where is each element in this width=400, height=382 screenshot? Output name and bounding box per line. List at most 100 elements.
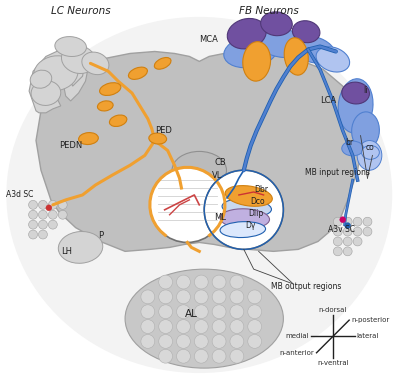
Circle shape — [176, 335, 190, 348]
Text: MB input regions: MB input regions — [305, 168, 370, 177]
Ellipse shape — [291, 36, 335, 63]
Circle shape — [38, 220, 47, 229]
Circle shape — [48, 220, 57, 229]
Text: VL: VL — [212, 171, 222, 180]
Circle shape — [248, 320, 262, 333]
Ellipse shape — [259, 30, 308, 58]
Circle shape — [38, 210, 47, 219]
Ellipse shape — [172, 151, 226, 189]
Ellipse shape — [338, 79, 373, 133]
Circle shape — [204, 170, 283, 249]
Circle shape — [343, 237, 352, 246]
Circle shape — [230, 320, 244, 333]
Circle shape — [176, 275, 190, 289]
Ellipse shape — [62, 45, 96, 73]
Circle shape — [159, 290, 172, 304]
Circle shape — [176, 320, 190, 333]
Ellipse shape — [82, 52, 109, 74]
Circle shape — [28, 210, 38, 219]
Ellipse shape — [227, 18, 266, 49]
Text: Dco: Dco — [251, 197, 265, 206]
Text: PEDN: PEDN — [59, 141, 82, 151]
Circle shape — [333, 227, 342, 236]
Circle shape — [363, 217, 372, 226]
Text: li: li — [364, 86, 368, 95]
Ellipse shape — [128, 67, 148, 79]
Circle shape — [248, 290, 262, 304]
Text: n-posterior: n-posterior — [351, 317, 390, 323]
Circle shape — [212, 335, 226, 348]
Ellipse shape — [362, 146, 379, 159]
Text: br: br — [346, 139, 354, 147]
Circle shape — [333, 237, 342, 246]
Text: A3v SC: A3v SC — [328, 225, 355, 233]
Circle shape — [38, 230, 47, 239]
Circle shape — [230, 335, 244, 348]
Circle shape — [194, 305, 208, 319]
Circle shape — [230, 349, 244, 363]
Circle shape — [141, 305, 155, 319]
Text: lateral: lateral — [356, 333, 379, 340]
Circle shape — [333, 247, 342, 256]
Circle shape — [340, 217, 346, 223]
Circle shape — [159, 349, 172, 363]
Ellipse shape — [225, 186, 272, 206]
Text: PED: PED — [155, 126, 172, 134]
Ellipse shape — [352, 112, 379, 149]
Ellipse shape — [125, 269, 283, 368]
Circle shape — [58, 201, 67, 209]
Text: ML: ML — [214, 213, 226, 222]
Ellipse shape — [154, 58, 171, 69]
Circle shape — [212, 349, 226, 363]
Ellipse shape — [243, 42, 270, 81]
Circle shape — [159, 275, 172, 289]
Circle shape — [28, 230, 38, 239]
Ellipse shape — [342, 141, 364, 156]
Text: CB: CB — [214, 158, 226, 167]
Ellipse shape — [316, 47, 350, 72]
Circle shape — [150, 167, 225, 243]
Text: MCA: MCA — [199, 35, 218, 44]
Text: AL: AL — [184, 309, 197, 319]
Circle shape — [194, 275, 208, 289]
Circle shape — [176, 290, 190, 304]
Circle shape — [48, 201, 57, 209]
Ellipse shape — [98, 101, 113, 111]
Ellipse shape — [284, 38, 308, 75]
Circle shape — [28, 201, 38, 209]
Ellipse shape — [220, 209, 270, 229]
Circle shape — [176, 349, 190, 363]
Text: LCA: LCA — [320, 96, 336, 105]
Circle shape — [353, 227, 362, 236]
Ellipse shape — [31, 81, 61, 105]
Circle shape — [141, 320, 155, 333]
Ellipse shape — [55, 37, 86, 57]
Text: LC Neurons: LC Neurons — [51, 6, 110, 16]
Text: A3d SC: A3d SC — [6, 190, 34, 199]
Circle shape — [212, 290, 226, 304]
Circle shape — [345, 223, 351, 228]
Ellipse shape — [100, 83, 121, 96]
Polygon shape — [36, 52, 362, 251]
Ellipse shape — [357, 141, 382, 170]
Text: medial: medial — [286, 333, 309, 340]
Circle shape — [159, 305, 172, 319]
Circle shape — [194, 349, 208, 363]
Text: co: co — [366, 143, 374, 152]
Circle shape — [343, 247, 352, 256]
Circle shape — [353, 237, 362, 246]
Circle shape — [46, 205, 52, 211]
Circle shape — [176, 305, 190, 319]
Circle shape — [159, 335, 172, 348]
Circle shape — [212, 320, 226, 333]
Circle shape — [333, 217, 342, 226]
Ellipse shape — [34, 56, 78, 91]
Circle shape — [194, 320, 208, 333]
Circle shape — [248, 335, 262, 348]
Text: Dγ: Dγ — [245, 221, 255, 230]
Circle shape — [194, 335, 208, 348]
Circle shape — [141, 290, 155, 304]
Circle shape — [343, 217, 352, 226]
Ellipse shape — [292, 21, 320, 43]
Circle shape — [343, 227, 352, 236]
